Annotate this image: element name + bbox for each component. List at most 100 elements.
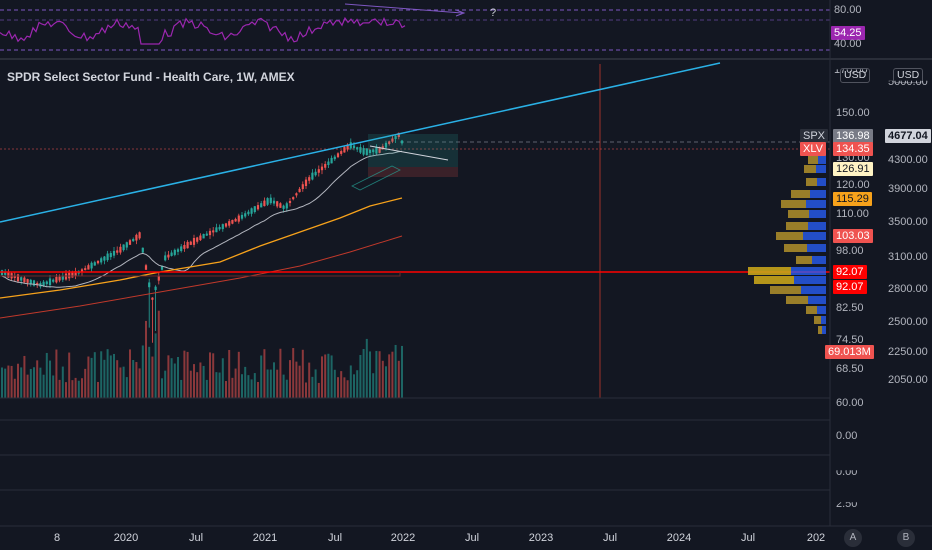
- profile-bar-sell: [786, 296, 808, 304]
- candle-body: [208, 230, 212, 236]
- auto-scale-button[interactable]: A: [844, 529, 862, 547]
- candle-body: [180, 246, 183, 252]
- candle-body: [74, 271, 77, 276]
- candle-body: [295, 193, 298, 196]
- ma-long-tag: 103.03: [833, 229, 873, 243]
- time-axis-label: 2023: [528, 532, 554, 544]
- profile-bar-buy: [818, 156, 826, 164]
- volume-bar: [138, 368, 141, 398]
- projection-line[interactable]: [369, 145, 449, 161]
- candle-body: [381, 146, 384, 150]
- volume-bar: [170, 358, 173, 398]
- candle-body: [391, 138, 394, 142]
- profile-bar-buy: [808, 222, 826, 230]
- profile-bar-buy: [817, 178, 826, 186]
- volume-bar: [29, 368, 32, 398]
- candle-body: [58, 276, 61, 281]
- candle-body: [23, 277, 26, 283]
- candle-body: [196, 237, 199, 242]
- loss-zone[interactable]: [368, 167, 458, 177]
- volume-bar: [132, 359, 135, 398]
- volume-bar: [199, 362, 202, 398]
- price-axis-tick: 60.00: [836, 397, 864, 409]
- profile-bar-buy: [806, 200, 826, 208]
- volume-bar: [20, 367, 23, 398]
- volume-bar: [55, 349, 58, 398]
- volume-bar: [327, 353, 330, 398]
- profile-bar-sell: [791, 190, 810, 198]
- time-axis-label: Jul: [464, 532, 480, 544]
- profit-zone[interactable]: [368, 134, 458, 167]
- volume-bar: [369, 351, 371, 398]
- candle-body: [308, 177, 311, 181]
- currency-badge-right[interactable]: USD: [893, 68, 924, 83]
- log-scale-button[interactable]: B: [897, 529, 915, 547]
- candle-body: [388, 141, 391, 144]
- candle-body: [173, 249, 176, 255]
- candle-body: [330, 157, 333, 164]
- profile-bar-sell: [754, 276, 794, 284]
- volume-bar: [359, 354, 362, 398]
- candle-body: [378, 147, 381, 153]
- candle-body: [279, 203, 282, 208]
- ma-short-line: [1, 150, 403, 288]
- rsi-pane: [0, 3, 932, 60]
- candle-body: [368, 149, 372, 153]
- volume-bar: [135, 362, 138, 398]
- volume-bar: [177, 356, 179, 398]
- volume-bar: [356, 370, 359, 398]
- currency-badge-left[interactable]: USD: [840, 68, 871, 83]
- volume-bar: [122, 366, 125, 398]
- time-axis-label: 2024: [666, 532, 692, 544]
- chart-title: SPDR Select Sector Fund - Health Care, 1…: [7, 70, 295, 84]
- spx-value-tag: 4677.04: [885, 129, 931, 143]
- volume-bar: [385, 366, 387, 398]
- candle-body: [7, 271, 10, 278]
- spx-axis-tick: 5000.00: [888, 76, 928, 88]
- candle-body: [189, 241, 192, 245]
- volume-bar: [186, 351, 189, 398]
- profile-bar-sell: [770, 286, 801, 294]
- volume-bar: [346, 380, 349, 398]
- profile-bar-sell: [781, 200, 806, 208]
- channel-trendline[interactable]: [0, 62, 721, 223]
- xlv-symbol-tag: XLV: [800, 142, 826, 156]
- rsi-arrow-icon: [455, 9, 466, 17]
- candle-body: [221, 224, 224, 230]
- candle-body: [311, 172, 314, 180]
- candle-body: [253, 206, 256, 213]
- candle-body: [186, 241, 189, 249]
- volume-bar: [209, 352, 211, 398]
- volume-bar: [397, 360, 400, 398]
- profile-bar-sell: [784, 244, 807, 252]
- candle-body: [343, 147, 346, 153]
- candle-body: [244, 213, 247, 217]
- candle-body: [384, 142, 388, 148]
- candle-body: [36, 282, 39, 286]
- candle-body: [202, 233, 205, 239]
- volume-bar: [52, 375, 55, 398]
- volume-bar: [65, 382, 67, 398]
- volume-bar: [378, 351, 381, 398]
- support-shadow-line: [0, 272, 401, 277]
- volume-bar: [7, 365, 10, 398]
- candle-body: [260, 203, 263, 208]
- xlv-price-tag: 134.35: [833, 142, 873, 156]
- flag-pattern[interactable]: [351, 165, 401, 191]
- volume-bar: [301, 349, 304, 398]
- rsi-divergence-line[interactable]: [344, 3, 463, 14]
- volume-bar: [49, 360, 51, 398]
- volume-bar: [308, 362, 311, 398]
- support-level-tag: 92.07: [833, 280, 867, 294]
- volume-bar: [282, 374, 285, 398]
- volume-bar: [218, 372, 221, 398]
- profile-bar-buy: [822, 326, 826, 334]
- profile-bar-buy: [816, 165, 826, 173]
- candle-body: [397, 132, 400, 138]
- spx-axis-tick: 3900.00: [888, 183, 928, 195]
- rsi-annotation[interactable]: ?: [490, 7, 497, 19]
- volume-bar: [58, 379, 61, 398]
- ma-short-tag: 126.91: [833, 162, 873, 176]
- candle-body: [256, 205, 260, 210]
